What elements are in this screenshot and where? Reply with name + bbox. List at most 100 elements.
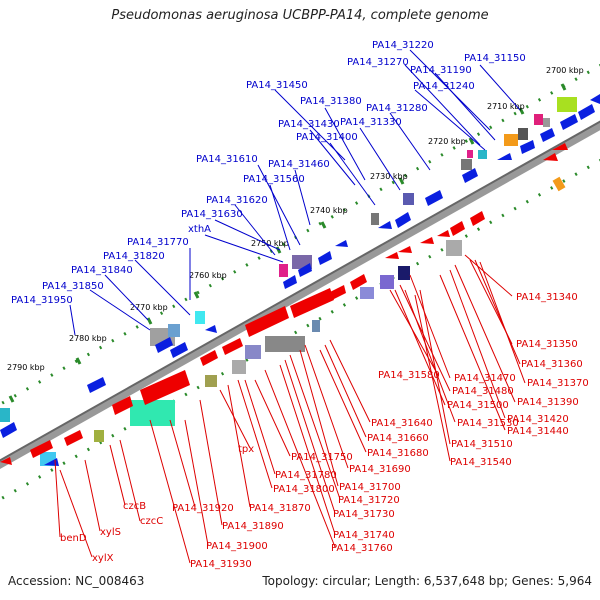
gene-arrow (64, 430, 83, 446)
kbp-label: 2740 kbp (310, 206, 348, 215)
gene-label[interactable]: PA14_31800 (273, 484, 335, 495)
gene-label[interactable]: PA14_31560 (243, 174, 305, 185)
kbp-label: 2700 kbp (546, 66, 584, 75)
gene-label[interactable]: PA14_31900 (206, 541, 268, 552)
gene-label[interactable]: xthA (188, 224, 211, 235)
gene-arrow (560, 114, 578, 130)
gene-arrow (290, 288, 334, 318)
gene-label[interactable]: czcB (123, 501, 146, 512)
gene-arrow (87, 377, 106, 393)
gene-arrow (395, 212, 411, 228)
gene-label[interactable]: PA14_31680 (367, 448, 429, 459)
gene-label[interactable]: PA14_31820 (103, 251, 165, 262)
gene-label[interactable]: PA14_31360 (521, 359, 583, 370)
gene-label[interactable]: PA14_31770 (127, 237, 189, 248)
gene-label[interactable]: PA14_31430 (278, 119, 340, 130)
gene-label[interactable]: PA14_31530 (457, 418, 519, 429)
gene-arrow (335, 240, 348, 247)
gene-arrow (140, 370, 190, 405)
gene-block (398, 266, 410, 280)
gene-arrow (578, 104, 595, 120)
gene-block (94, 430, 104, 442)
gene-label[interactable]: PA14_31930 (190, 559, 252, 570)
gene-label[interactable]: PA14_31750 (291, 452, 353, 463)
gene-label[interactable]: xylS (100, 527, 121, 538)
gene-label[interactable]: PA14_31460 (268, 159, 330, 170)
gene-block (461, 159, 472, 170)
gene-label[interactable]: PA14_31420 (507, 414, 569, 425)
gene-label[interactable]: tpx (238, 444, 254, 455)
gene-label[interactable]: PA14_31190 (410, 65, 472, 76)
gene-label[interactable]: PA14_31870 (249, 503, 311, 514)
accession-text: Accession: NC_008463 (8, 574, 145, 588)
major-ticks (8, 83, 567, 403)
gene-label[interactable]: PA14_31630 (181, 209, 243, 220)
gene-label[interactable]: PA14_31840 (71, 265, 133, 276)
gene-label[interactable]: PA14_31510 (451, 439, 513, 450)
gene-label[interactable]: PA14_31740 (333, 530, 395, 541)
gene-label[interactable]: PA14_31730 (333, 509, 395, 520)
gene-label[interactable]: PA14_31450 (246, 80, 308, 91)
kbp-label: 2760 kbp (189, 271, 227, 280)
gene-arrow (497, 153, 512, 160)
gene-label[interactable]: benD (60, 533, 87, 544)
gene-label[interactable]: PA14_31390 (517, 397, 579, 408)
gene-label[interactable]: PA14_31330 (340, 117, 402, 128)
gene-block (0, 408, 10, 422)
gene-label[interactable]: PA14_31700 (339, 482, 401, 493)
gene-label[interactable]: PA14_31500 (447, 400, 509, 411)
gene-label[interactable]: PA14_31780 (275, 470, 337, 481)
gene-arrow (30, 440, 53, 458)
gene-block (467, 150, 473, 158)
gene-label[interactable]: PA14_31890 (222, 521, 284, 532)
forward-leader-lines (69, 49, 521, 336)
gene-label[interactable]: PA14_31720 (338, 495, 400, 506)
gene-label[interactable]: PA14_31270 (347, 57, 409, 68)
gene-label[interactable]: xylX (92, 553, 114, 564)
gene-arrow (200, 350, 218, 366)
gene-label[interactable]: PA14_31240 (413, 81, 475, 92)
gene-block (130, 400, 175, 426)
gene-label[interactable]: PA14_31950 (11, 295, 73, 306)
gene-label[interactable]: PA14_31440 (507, 426, 569, 437)
kbp-labels: 2700 kbp 2710 kbp 2720 kbp 2730 kbp 2740… (7, 66, 584, 372)
gene-arrow (330, 285, 346, 300)
gene-arrow (318, 251, 332, 265)
kbp-label: 2720 kbp (428, 137, 466, 146)
gene-arrow (222, 338, 243, 355)
gene-label[interactable]: PA14_31920 (172, 503, 234, 514)
gene-label[interactable]: PA14_31610 (196, 154, 258, 165)
gene-label[interactable]: PA14_31540 (450, 457, 512, 468)
gene-block (446, 240, 462, 256)
gene-label[interactable]: PA14_31480 (452, 386, 514, 397)
gene-block (557, 97, 577, 112)
gene-label[interactable]: PA14_31660 (367, 433, 429, 444)
gene-block (312, 320, 320, 332)
forward-gene-labels: PA14_31220 PA14_31150 PA14_31270 PA14_31… (11, 40, 526, 306)
gene-block (232, 360, 246, 374)
gene-label[interactable]: PA14_31350 (516, 339, 578, 350)
gene-label[interactable]: PA14_31850 (42, 281, 104, 292)
gene-label[interactable]: PA14_31470 (454, 373, 516, 384)
gene-block (279, 264, 288, 277)
gene-label[interactable]: PA14_31380 (300, 96, 362, 107)
gene-label[interactable]: PA14_31150 (464, 53, 526, 64)
gene-label[interactable]: PA14_31580 (378, 370, 440, 381)
gene-label[interactable]: PA14_31280 (366, 103, 428, 114)
gene-label[interactable]: PA14_31220 (372, 40, 434, 51)
reverse-leader-lines (54, 254, 526, 564)
gene-arrow (283, 275, 297, 289)
gene-label[interactable]: czcC (140, 516, 163, 527)
gene-label[interactable]: PA14_31370 (527, 378, 589, 389)
gene-label[interactable]: PA14_31620 (206, 195, 268, 206)
kbp-label: 2790 kbp (7, 363, 45, 372)
gene-label[interactable]: PA14_31400 (296, 132, 358, 143)
gene-arrow (0, 457, 12, 465)
gene-label[interactable]: PA14_31340 (516, 292, 578, 303)
gene-label[interactable]: PA14_31640 (371, 418, 433, 429)
reverse-gene-labels: PA14_31340 PA14_31350 PA14_31360 PA14_31… (60, 292, 589, 570)
gene-arrow (520, 140, 535, 154)
gene-block (360, 287, 374, 299)
gene-label[interactable]: PA14_31690 (349, 464, 411, 475)
gene-label[interactable]: PA14_31760 (331, 543, 393, 554)
